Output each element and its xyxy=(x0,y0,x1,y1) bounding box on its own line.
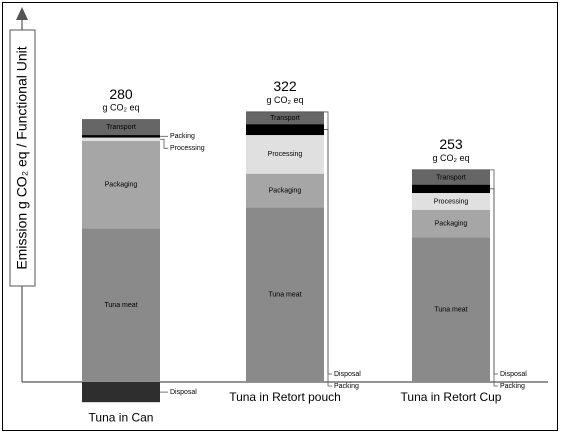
segment-label: Packaging xyxy=(435,221,468,228)
segment-label: Processing xyxy=(434,198,469,205)
segment-label: Packaging xyxy=(269,187,302,194)
total-unit: g CO₂ eq xyxy=(432,153,469,163)
bar-segment xyxy=(82,228,160,383)
bar-segment xyxy=(82,137,160,141)
total-label: 253 xyxy=(439,136,463,152)
y-axis-label: Emission g CO₂ eq / Functional Unit xyxy=(14,46,30,269)
x-tick-label: Tuna in Retort pouch xyxy=(229,390,341,404)
bar-segment xyxy=(412,170,490,185)
x-tick-label: Tuna in Can xyxy=(89,410,154,424)
leader-line xyxy=(324,129,332,387)
segment-label-outside: Disposal xyxy=(500,371,527,378)
x-tick-label: Tuna in Retort Cup xyxy=(401,390,502,404)
bar-segment xyxy=(82,119,160,136)
bar-segment xyxy=(246,112,324,125)
bar-segment xyxy=(82,382,160,403)
segment-label-outside: Packing xyxy=(170,133,195,140)
total-unit: g CO₂ eq xyxy=(266,95,303,105)
bar-segment xyxy=(82,135,160,138)
total-unit: g CO₂ eq xyxy=(102,102,139,112)
leader-line xyxy=(160,138,168,149)
total-label: 280 xyxy=(109,86,133,102)
bar-segment xyxy=(412,193,490,210)
segment-label-outside: Disposal xyxy=(334,371,361,378)
segment-label: Transport xyxy=(436,174,466,181)
segment-label: Transport xyxy=(270,115,300,122)
segment-label: Processing xyxy=(268,151,303,158)
bar-segment xyxy=(246,124,324,136)
leader-line xyxy=(490,188,498,387)
bar-segment xyxy=(412,209,490,238)
segment-label: Packaging xyxy=(105,181,138,188)
bar-segment xyxy=(246,207,324,383)
y-label-box xyxy=(9,29,36,287)
total-label: 322 xyxy=(273,78,297,94)
segment-label-outside: Packing xyxy=(500,383,525,390)
segment-label: Tuna meat xyxy=(268,291,301,298)
segment-label-outside: Packing xyxy=(334,383,359,390)
segment-label-outside: Processing xyxy=(170,145,205,152)
segment-label: Tuna meat xyxy=(104,302,137,309)
bar-segment xyxy=(246,111,324,113)
segment-label-outside: Disposal xyxy=(170,389,197,396)
bar-segment xyxy=(246,135,324,174)
bar-segment xyxy=(412,169,490,171)
bar-segment xyxy=(246,173,324,208)
bar-segment xyxy=(412,184,490,194)
bar-segment xyxy=(412,237,490,383)
bar-segment xyxy=(82,140,160,229)
segment-label: Transport xyxy=(106,124,136,131)
y-axis-arrow xyxy=(16,7,28,20)
segment-label: Tuna meat xyxy=(434,307,467,314)
